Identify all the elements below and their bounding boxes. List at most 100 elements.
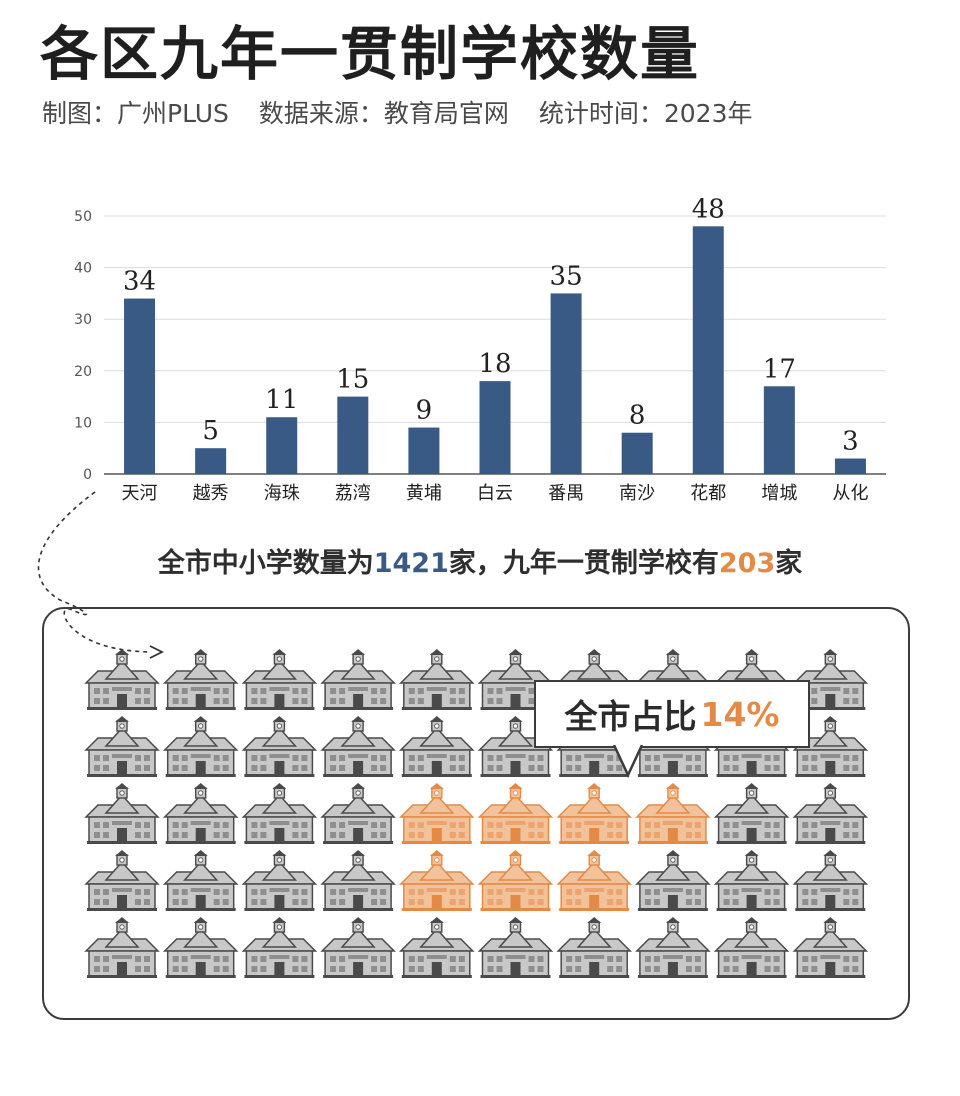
school-icon	[162, 850, 239, 911]
school-icon	[713, 850, 790, 911]
x-category-label: 增城	[761, 483, 797, 504]
school-icon	[713, 917, 790, 978]
school-icon	[792, 917, 869, 978]
bar-value-label: 35	[550, 261, 583, 291]
x-category-label: 白云	[477, 483, 513, 504]
school-icon	[792, 783, 869, 844]
bar-value-label: 48	[692, 194, 725, 224]
school-icon	[241, 649, 318, 710]
school-icon	[320, 716, 396, 777]
school-icon	[320, 850, 396, 911]
school-icon	[713, 783, 790, 844]
arrowhead-icon	[149, 645, 165, 659]
school-icon	[241, 850, 318, 911]
x-category-label: 越秀	[193, 483, 229, 504]
school-icon	[241, 716, 318, 777]
bar	[692, 226, 724, 474]
icon-grid-panel	[42, 607, 910, 1020]
school-icon	[84, 783, 160, 844]
school-icon-highlighted	[556, 850, 633, 911]
school-icon	[398, 716, 475, 777]
school-icon	[162, 917, 239, 978]
bar	[195, 448, 227, 474]
bar	[479, 381, 511, 474]
bar	[266, 417, 298, 474]
school-icon	[84, 917, 160, 978]
bar-value-label: 11	[265, 385, 298, 415]
x-category-label: 花都	[690, 483, 726, 504]
x-category-label: 从化	[832, 483, 868, 504]
y-tick-label: 0	[83, 467, 92, 483]
school-icon	[398, 649, 475, 710]
callout-tail	[612, 745, 644, 778]
school-icon-highlighted	[398, 850, 475, 911]
bar-value-label: 34	[123, 267, 156, 297]
summary-prefix: 全市中小学数量为	[157, 548, 374, 579]
bar	[621, 432, 653, 474]
callout-percent: 14%	[700, 694, 780, 734]
nine-year-schools-count: 203	[718, 548, 776, 579]
school-icon	[241, 783, 318, 844]
bar-value-label: 3	[842, 427, 859, 457]
school-icon	[84, 649, 160, 710]
summary-suffix: 家	[775, 548, 803, 579]
y-tick-label: 10	[74, 415, 92, 431]
bar-chart: 0 10 20 30 40 50 34 天河 5 越秀 11 海珠 15 荔湾 9 黄埔 18 白云 35 番禺 8 南沙…	[74, 194, 886, 504]
school-icon	[320, 649, 396, 710]
school-icon	[792, 850, 869, 911]
total-schools-count: 1421	[373, 548, 449, 579]
school-icon	[162, 783, 239, 844]
bar-value-label: 18	[478, 349, 511, 379]
summary-line: 全市中小学数量为1421家，九年一贯制学校有203家	[0, 544, 960, 584]
bar	[763, 386, 795, 474]
school-icon	[635, 850, 711, 911]
bar	[408, 427, 440, 474]
bar-value-label: 8	[629, 401, 646, 431]
school-icon-highlighted	[556, 783, 633, 844]
school-icon	[556, 917, 633, 978]
y-tick-label: 50	[74, 209, 92, 225]
bar	[550, 293, 582, 474]
bar	[834, 458, 866, 474]
page-title: 各区九年一贯制学校数量	[40, 20, 701, 88]
bar-value-label: 17	[763, 354, 796, 384]
school-icon	[477, 716, 554, 777]
school-icon	[84, 850, 160, 911]
bar-value-label: 9	[416, 396, 433, 426]
school-icon-highlighted	[477, 783, 554, 844]
source-text: 数据来源：教育局官网	[258, 99, 509, 128]
school-icon	[398, 917, 475, 978]
y-tick-label: 20	[74, 364, 92, 380]
x-category-label: 黄埔	[406, 483, 442, 504]
bar-value-label: 5	[202, 416, 219, 446]
share-callout: 全市占比 14%	[534, 680, 810, 748]
x-category-label: 天河	[122, 483, 158, 504]
subtitle: 制图：广州PLUS 数据来源：教育局官网 统计时间：2023年	[42, 97, 774, 131]
school-icon	[320, 783, 396, 844]
x-category-label: 海珠	[264, 483, 300, 504]
school-icon-highlighted	[635, 783, 711, 844]
bar	[124, 298, 156, 474]
school-icon	[320, 917, 396, 978]
credit-text: 制图：广州PLUS	[42, 99, 229, 128]
school-icon	[477, 917, 554, 978]
school-icon	[84, 716, 160, 777]
x-category-label: 番禺	[548, 483, 584, 504]
bar-value-label: 15	[336, 365, 369, 395]
school-icon-highlighted	[398, 783, 475, 844]
school-icon	[162, 649, 239, 710]
summary-middle: 家，九年一贯制学校有	[448, 548, 719, 579]
period-text: 统计时间：2023年	[538, 99, 753, 128]
y-tick-label: 40	[74, 261, 92, 277]
y-tick-label: 30	[74, 312, 92, 328]
school-icon	[635, 917, 711, 978]
callout-label: 全市占比	[564, 697, 697, 736]
school-icon-highlighted	[477, 850, 554, 911]
x-category-label: 荔湾	[335, 483, 371, 504]
school-icon-grid	[84, 649, 869, 978]
bar	[337, 396, 369, 474]
school-icon	[162, 716, 239, 777]
school-icon	[241, 917, 318, 978]
x-category-label: 南沙	[619, 483, 655, 504]
